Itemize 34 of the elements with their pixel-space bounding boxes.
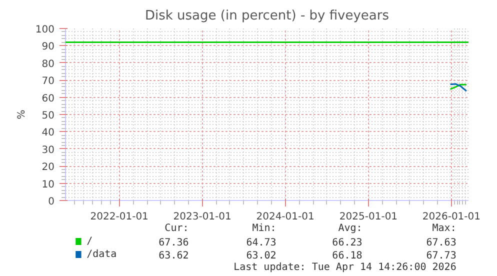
y-tick-label: 40: [42, 128, 55, 139]
text: Max:: [432, 223, 456, 234]
y-tick-label: 70: [42, 76, 55, 88]
legend-label: /: [86, 236, 93, 247]
y-tick-label: 30: [42, 144, 55, 156]
y-tick-label: 50: [42, 110, 55, 122]
y-axis-title: %: [16, 110, 28, 120]
text: 63.02: [246, 250, 276, 262]
y-tick-label: 80: [42, 58, 55, 70]
text: 66.23: [332, 238, 362, 248]
x-tick-label: 2023-01-01: [173, 212, 232, 222]
text: 67.73: [426, 250, 456, 262]
y-tick-label: 10: [42, 179, 55, 190]
text: Min:: [252, 223, 276, 234]
line-series: [450, 83, 468, 92]
text: 63.62: [158, 250, 189, 262]
x-tick-label: 2024-01-01: [256, 212, 314, 222]
y-tick-label: 20: [42, 162, 55, 174]
text: 67.36: [158, 238, 189, 248]
legend-label: /data: [86, 249, 117, 260]
y-tick-label: 100: [35, 24, 55, 36]
text: Cur:: [164, 223, 189, 234]
x-tick-label: 2022-01-01: [90, 212, 148, 222]
text: 67.63: [426, 238, 456, 248]
text: 64.73: [246, 238, 276, 248]
chart-title: Disk usage (in percent) - by fiveyears: [144, 8, 390, 24]
x-tick-label: 2025-01-01: [339, 212, 398, 222]
x-tick-label: 2026-01-01: [422, 212, 481, 222]
y-tick-label: 60: [42, 93, 55, 104]
y-tick-label: 0: [48, 196, 55, 208]
text: Avg:: [338, 223, 362, 234]
y-tick-label: 90: [42, 42, 55, 53]
text: 66.18: [332, 250, 362, 262]
text: Last update: Tue Apr 14 14:26:00 2026: [234, 262, 456, 273]
